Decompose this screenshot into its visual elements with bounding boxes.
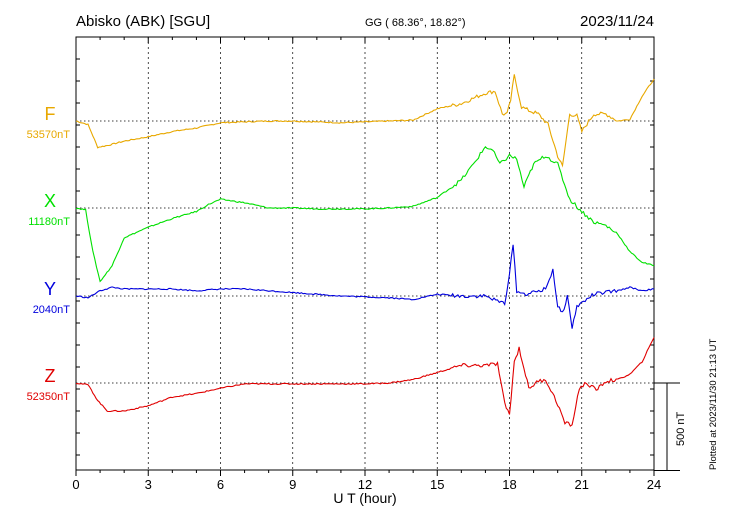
series-layer: [75, 74, 655, 427]
plotted-note: Plotted at 2023/11/30 21:13 UT: [708, 338, 719, 470]
x-tick-label: 24: [647, 477, 661, 492]
chart-title-date: 2023/11/24: [580, 13, 654, 30]
x-tick-label: 15: [430, 477, 444, 492]
series-name-x: X: [44, 191, 56, 211]
series-baseline-label-x: 11180nT: [28, 216, 70, 228]
series-line-f: [75, 74, 655, 168]
x-tick-label: 6: [217, 477, 224, 492]
x-tick-label: 21: [575, 477, 589, 492]
x-tick-label: 12: [358, 477, 372, 492]
series-name-z: Z: [45, 366, 56, 386]
series-line-x: [75, 145, 655, 283]
chart-title-station: Abisko (ABK) [SGU]: [76, 13, 210, 30]
x-axis-label: U T (hour): [333, 490, 396, 506]
x-tick-label: 18: [502, 477, 516, 492]
x-tick-label: 9: [289, 477, 296, 492]
label-layer: 0 3 6 9 12 15 18 21 24 F 53570nT X 11180nT Y 2040nT Z 52…: [27, 104, 687, 492]
series-name-y: Y: [44, 279, 56, 299]
x-tick-label: 3: [145, 477, 152, 492]
x-tick-label: 0: [72, 477, 79, 492]
series-line-y: [75, 244, 655, 329]
scale-bar-label: 500 nT: [675, 411, 687, 446]
chart-title-coordinates: GG ( 68.36°, 18.82°): [365, 17, 466, 29]
series-baseline-label-z: 52350nT: [27, 391, 71, 403]
series-line-z: [75, 337, 655, 427]
series-name-f: F: [45, 104, 56, 124]
grid-layer: [75, 36, 680, 476]
series-baseline-label-f: 53570nT: [27, 129, 71, 141]
series-baseline-label-y: 2040nT: [33, 304, 71, 316]
